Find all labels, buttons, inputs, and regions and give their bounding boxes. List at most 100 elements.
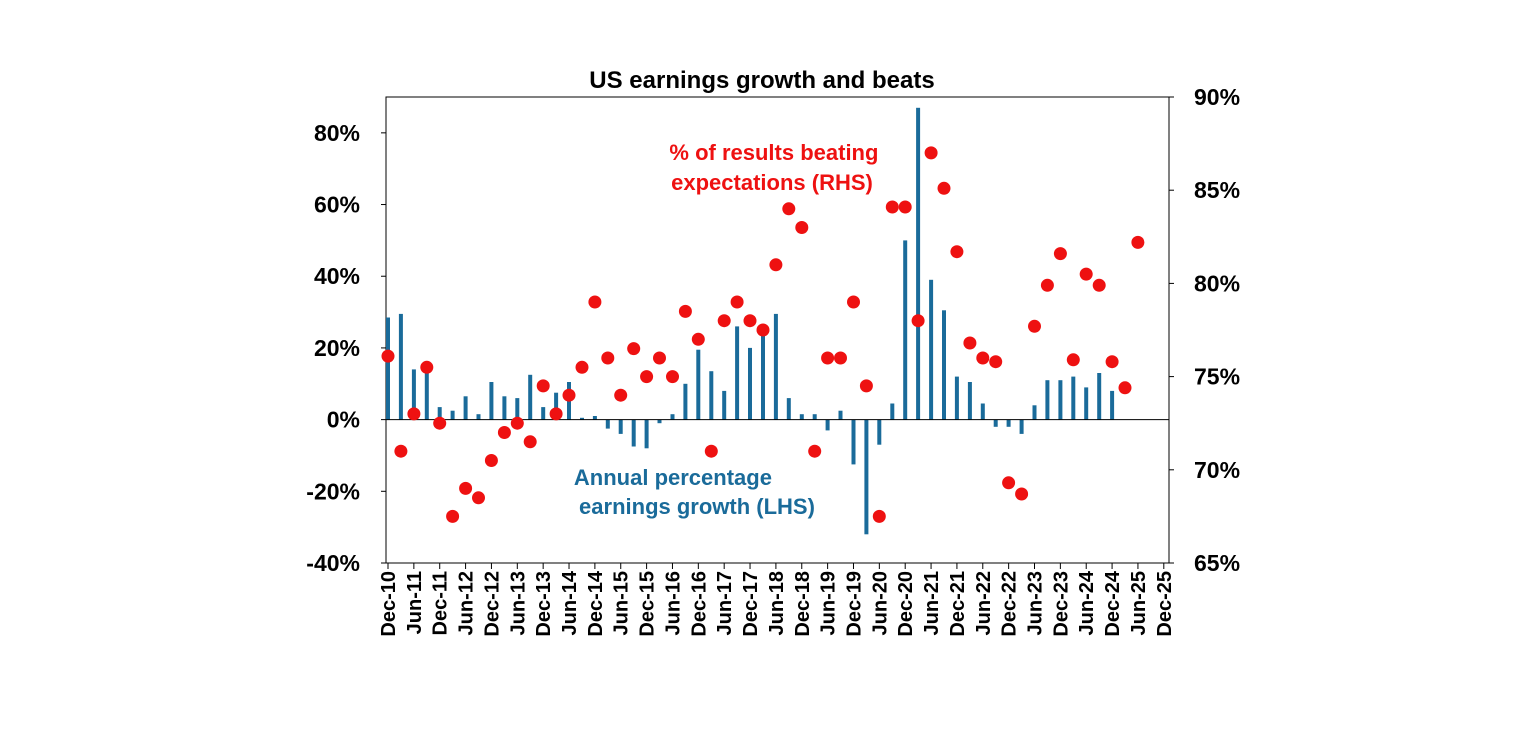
beat-point: [730, 295, 744, 309]
beat-point: [433, 416, 447, 430]
beat-point: [756, 323, 770, 337]
x-tick-label: Dec-25: [1154, 571, 1176, 637]
y-right-tick-label: 65%: [1194, 550, 1240, 576]
x-tick-label: Jun-17: [714, 571, 736, 635]
annotation-growth: Annual percentage earnings growth (LHS): [574, 465, 815, 519]
bar: [644, 419, 649, 449]
bar: [411, 369, 416, 420]
annotation-beats-line1: % of results beating: [669, 140, 878, 165]
beat-point: [1118, 381, 1132, 395]
y-right-tick-label: 90%: [1194, 84, 1240, 110]
bar: [929, 279, 934, 420]
bar: [980, 403, 985, 420]
x-tick-label: Dec-24: [1102, 570, 1124, 636]
beat-point: [459, 481, 473, 495]
x-tick-label: Dec-23: [1050, 571, 1072, 637]
y-left-tick-label: 60%: [314, 192, 360, 218]
bar: [812, 414, 817, 420]
beat-point: [420, 360, 434, 374]
bar: [437, 407, 442, 420]
beat-point: [872, 509, 886, 523]
beat-point: [691, 332, 705, 346]
beat-point: [653, 351, 666, 365]
x-tick-label: Jun-25: [1128, 571, 1150, 635]
x-tick-label: Dec-16: [688, 571, 710, 637]
beat-point: [937, 181, 951, 195]
y-right-tick-label: 80%: [1194, 270, 1240, 296]
bar: [476, 414, 481, 420]
bar: [709, 371, 714, 420]
bar: [541, 407, 546, 420]
beat-point: [847, 295, 860, 309]
x-tick-label: Jun-13: [507, 571, 529, 635]
bar: [554, 392, 559, 420]
bar: [1058, 380, 1063, 420]
x-tick-label: Jun-11: [404, 571, 426, 634]
beat-point: [523, 435, 537, 449]
y-left-tick-label: -20%: [306, 478, 360, 504]
bar: [1084, 387, 1089, 420]
bar: [722, 390, 727, 420]
bar: [580, 417, 584, 420]
beat-point: [536, 379, 550, 393]
beat-point: [562, 388, 576, 402]
bar: [489, 382, 494, 420]
beat-point: [782, 202, 796, 216]
annotation-beats-line2: expectations (RHS): [671, 170, 873, 195]
beat-point: [627, 342, 641, 356]
beat-point: [1040, 278, 1054, 292]
beat-point: [924, 146, 938, 160]
bar: [1019, 419, 1024, 434]
bar: [838, 410, 843, 420]
beat-point: [575, 360, 589, 374]
beat-point: [407, 407, 421, 421]
bar: [592, 416, 597, 420]
bar: [631, 419, 636, 447]
bar: [657, 419, 662, 424]
x-tick-label: Dec-18: [792, 571, 814, 637]
bars-layer: [386, 107, 1115, 535]
y-right-tick-label: 70%: [1194, 457, 1240, 483]
y-left-axis: -40% -20% 0% 20% 40% 60% 80%: [306, 120, 386, 576]
bar: [903, 240, 908, 420]
bar: [386, 317, 390, 420]
bar: [954, 376, 959, 420]
bar: [1045, 380, 1050, 420]
bar: [825, 419, 830, 431]
x-tick-label: Dec-11: [430, 571, 452, 636]
x-tick-label: Jun-15: [611, 571, 633, 635]
x-tick-label: Jun-24: [1076, 570, 1098, 635]
beat-point: [1028, 319, 1041, 333]
x-tick-label: Jun-19: [818, 571, 840, 635]
beat-point: [911, 314, 925, 328]
bar: [993, 419, 998, 427]
beat-point: [743, 314, 757, 328]
bar: [864, 419, 869, 535]
x-tick-label: Dec-12: [481, 571, 503, 637]
y-right-tick-label: 75%: [1194, 364, 1240, 390]
beat-point: [704, 444, 718, 458]
x-tick-label: Jun-18: [766, 571, 788, 635]
bar: [528, 374, 533, 420]
bar: [398, 313, 403, 420]
x-tick-label: Dec-10: [378, 571, 400, 637]
beat-point: [666, 370, 679, 384]
x-tick-label: Dec-21: [947, 571, 969, 637]
bar: [748, 347, 752, 420]
bar: [1006, 419, 1011, 427]
x-tick-label: Jun-20: [869, 571, 891, 635]
beat-point: [678, 304, 692, 318]
beat-point: [963, 336, 977, 350]
bar: [1032, 405, 1037, 420]
beat-point: [381, 349, 395, 363]
x-tick-label: Dec-22: [999, 571, 1021, 637]
beat-point: [601, 351, 615, 365]
bar: [683, 383, 688, 420]
beat-point: [1053, 247, 1067, 261]
bar: [851, 419, 856, 465]
beat-point: [1105, 355, 1119, 369]
annotation-beats: % of results beating expectations (RHS): [669, 140, 884, 195]
beat-point: [989, 355, 1003, 369]
beat-point: [1002, 476, 1016, 490]
